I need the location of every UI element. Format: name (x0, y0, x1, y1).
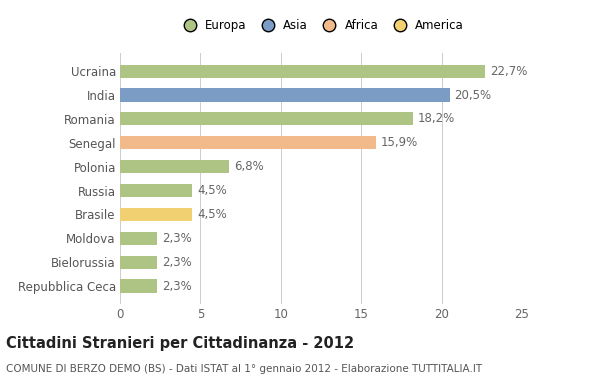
Text: 22,7%: 22,7% (490, 65, 527, 78)
Bar (120, 160, 229, 173)
Text: COMUNE DI BERZO DEMO (BS) - Dati ISTAT al 1° gennaio 2012 - Elaborazione TUTTITA: COMUNE DI BERZO DEMO (BS) - Dati ISTAT a… (6, 364, 482, 374)
Bar (120, 184, 193, 197)
Bar (120, 136, 376, 149)
Text: 18,2%: 18,2% (418, 112, 455, 125)
Text: 2,3%: 2,3% (162, 232, 191, 245)
Text: Cittadini Stranieri per Cittadinanza - 2012: Cittadini Stranieri per Cittadinanza - 2… (6, 336, 354, 351)
Bar (120, 256, 157, 269)
Text: 4,5%: 4,5% (197, 184, 227, 197)
Bar (120, 65, 485, 78)
Text: 4,5%: 4,5% (197, 208, 227, 221)
Legend: Europa, Asia, Africa, America: Europa, Asia, Africa, America (178, 19, 464, 32)
Text: 2,3%: 2,3% (162, 280, 191, 293)
Bar (120, 112, 413, 125)
Text: 6,8%: 6,8% (234, 160, 264, 173)
Bar (120, 208, 193, 221)
Text: 20,5%: 20,5% (454, 89, 491, 101)
Text: 2,3%: 2,3% (162, 256, 191, 269)
Bar (120, 89, 449, 101)
Text: 15,9%: 15,9% (380, 136, 418, 149)
Bar (120, 279, 157, 293)
Bar (120, 232, 157, 245)
